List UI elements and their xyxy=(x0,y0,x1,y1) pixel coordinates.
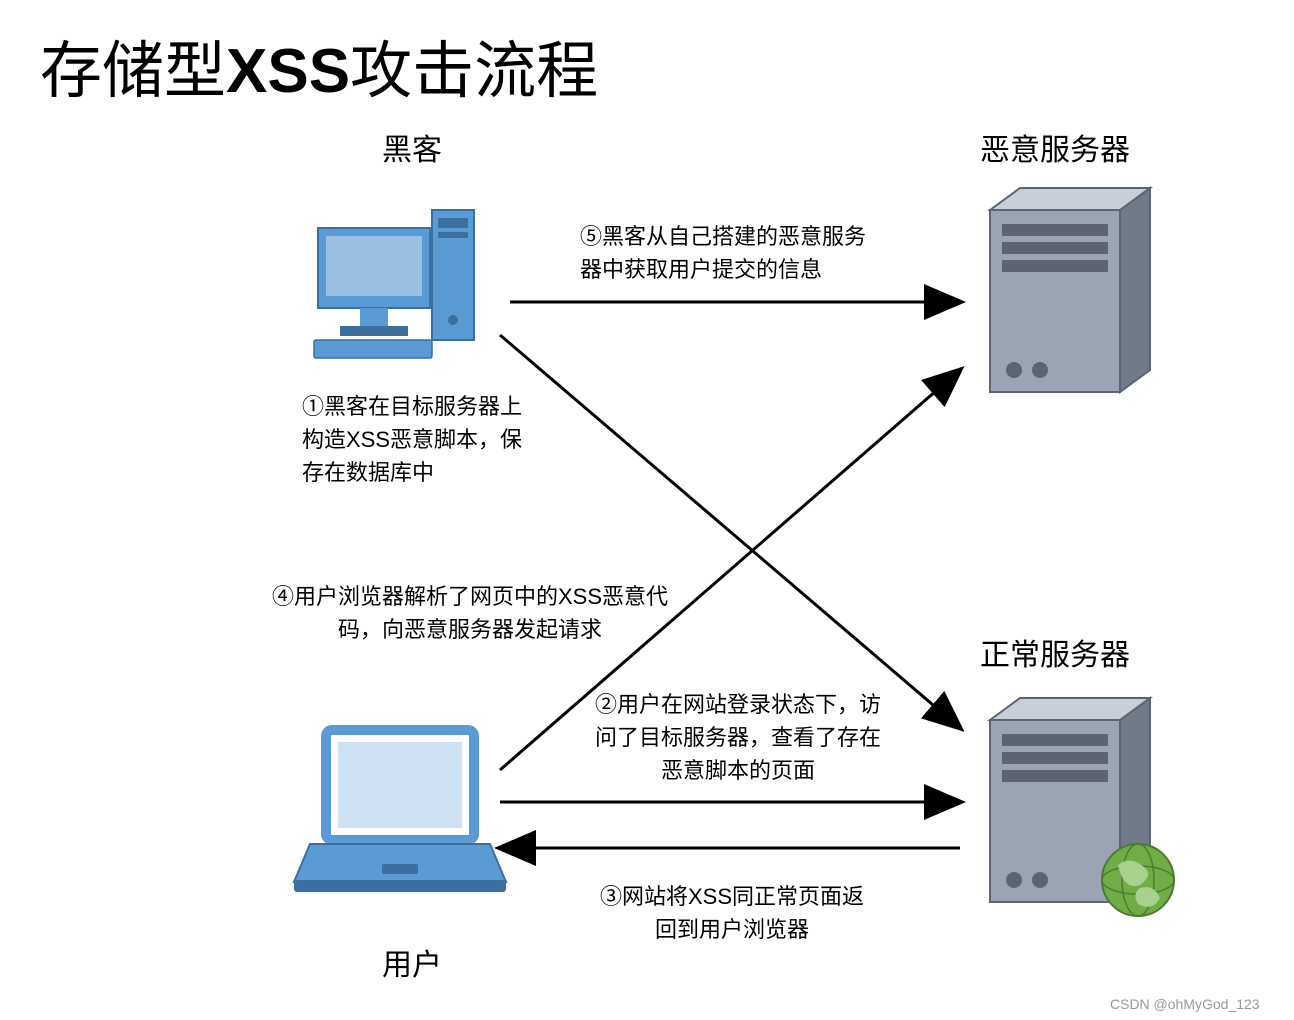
user-label: 用户 xyxy=(382,940,442,984)
watermark-text: CSDN @ohMyGod_123 xyxy=(1110,996,1260,1012)
user-laptop-icon xyxy=(290,720,510,925)
title-prefix: 存储型 xyxy=(40,37,226,106)
title-suffix: 攻击流程 xyxy=(350,37,598,106)
arrow-hacker-to-normal xyxy=(500,335,960,728)
hacker-label: 黑客 xyxy=(382,125,442,169)
title-bold: XSS xyxy=(226,37,350,106)
step-1-text: ①黑客在目标服务器上构造XSS恶意脚本，保存在数据库中 xyxy=(302,390,532,489)
normal-server-label: 正常服务器 xyxy=(980,630,1130,674)
malicious-server-icon xyxy=(980,180,1170,415)
step-3-text: ③网站将XSS同正常页面返回到用户浏览器 xyxy=(592,880,872,946)
hacker-computer-icon xyxy=(310,180,510,385)
normal-server-icon xyxy=(980,690,1190,935)
step-5-text: ⑤黑客从自己搭建的恶意服务器中获取用户提交的信息 xyxy=(580,220,880,286)
step-2-text: ②用户在网站登录状态下，访问了目标服务器，查看了存在恶意脚本的页面 xyxy=(588,688,888,787)
diagram-title: 存储型XSS攻击流程 xyxy=(40,20,598,110)
malicious-server-label: 恶意服务器 xyxy=(980,125,1130,169)
step-4-text: ④用户浏览器解析了网页中的XSS恶意代码，向恶意服务器发起请求 xyxy=(250,580,690,646)
